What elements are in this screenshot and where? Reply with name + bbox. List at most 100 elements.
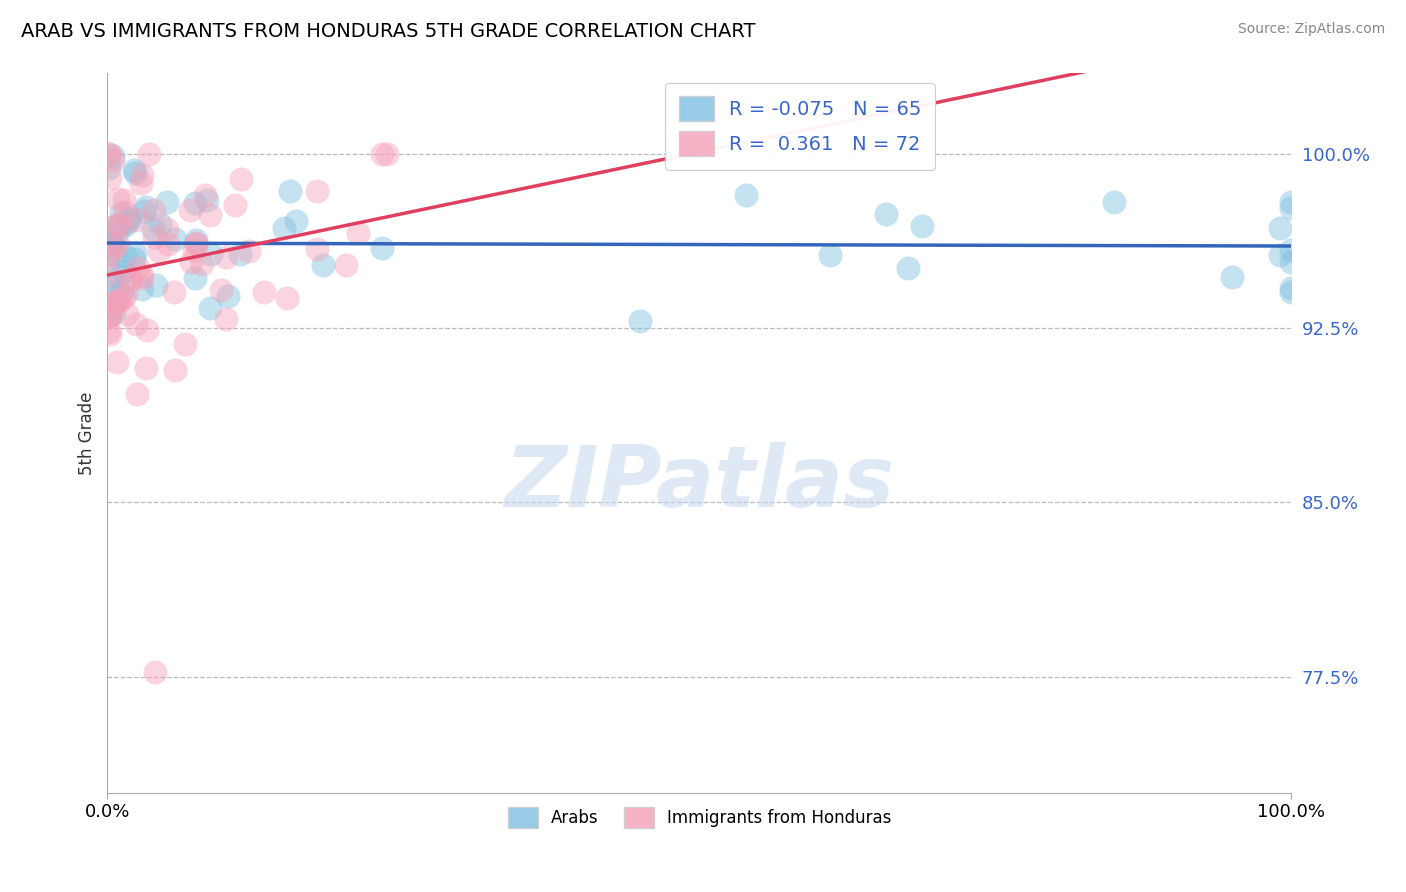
Point xyxy=(98,147,121,161)
Point xyxy=(370,147,392,161)
Point xyxy=(1281,255,1303,269)
Point xyxy=(911,219,934,233)
Point xyxy=(101,236,124,251)
Point xyxy=(163,362,186,376)
Point xyxy=(103,298,125,312)
Point xyxy=(97,245,120,260)
Point xyxy=(131,268,153,283)
Point xyxy=(135,360,157,375)
Point xyxy=(124,165,146,179)
Point xyxy=(100,308,122,322)
Text: Source: ZipAtlas.com: Source: ZipAtlas.com xyxy=(1237,22,1385,37)
Point xyxy=(253,285,276,299)
Point xyxy=(156,236,179,251)
Point xyxy=(129,177,152,191)
Point xyxy=(1281,281,1303,295)
Point xyxy=(118,213,141,227)
Point xyxy=(131,282,153,296)
Point xyxy=(107,268,129,283)
Point xyxy=(98,227,121,241)
Point xyxy=(107,224,129,238)
Point xyxy=(127,213,149,227)
Point xyxy=(897,260,920,275)
Point xyxy=(107,293,129,308)
Point xyxy=(118,211,141,225)
Point xyxy=(142,230,165,244)
Point xyxy=(215,311,238,326)
Point xyxy=(105,219,128,233)
Point xyxy=(184,196,207,211)
Point xyxy=(132,204,155,219)
Point xyxy=(1281,194,1303,209)
Point xyxy=(143,665,166,679)
Point xyxy=(108,293,131,308)
Point xyxy=(131,270,153,285)
Y-axis label: 5th Grade: 5th Grade xyxy=(79,391,96,475)
Point xyxy=(97,147,120,161)
Point xyxy=(184,271,207,285)
Point xyxy=(120,271,142,285)
Point xyxy=(124,163,146,178)
Point xyxy=(229,171,252,186)
Point xyxy=(104,296,127,310)
Point xyxy=(217,289,239,303)
Point xyxy=(184,236,207,251)
Point xyxy=(183,243,205,257)
Point xyxy=(148,244,170,258)
Point xyxy=(273,220,295,235)
Point xyxy=(107,285,129,300)
Point xyxy=(98,161,121,175)
Point xyxy=(143,203,166,218)
Point xyxy=(200,301,222,315)
Point xyxy=(115,307,138,321)
Point xyxy=(131,168,153,182)
Text: ZIPatlas: ZIPatlas xyxy=(505,442,894,524)
Point xyxy=(198,208,221,222)
Point xyxy=(214,251,236,265)
Point xyxy=(112,264,135,278)
Point xyxy=(156,194,179,209)
Point xyxy=(103,275,125,289)
Point xyxy=(1268,221,1291,235)
Point xyxy=(1281,243,1303,257)
Point xyxy=(818,248,841,262)
Point xyxy=(186,233,208,247)
Point xyxy=(375,147,398,161)
Point xyxy=(101,153,124,168)
Point xyxy=(136,322,159,336)
Point xyxy=(184,237,207,252)
Point xyxy=(371,241,394,255)
Point xyxy=(1281,202,1303,216)
Point xyxy=(734,188,756,202)
Point xyxy=(195,193,218,207)
Point xyxy=(125,386,148,401)
Point xyxy=(138,147,160,161)
Point xyxy=(97,304,120,318)
Point xyxy=(191,257,214,271)
Point xyxy=(127,261,149,276)
Point xyxy=(155,222,177,236)
Point xyxy=(125,317,148,331)
Point xyxy=(103,250,125,264)
Point xyxy=(173,336,195,351)
Point xyxy=(115,287,138,301)
Point xyxy=(1268,248,1291,262)
Point xyxy=(163,232,186,246)
Point xyxy=(101,235,124,250)
Point xyxy=(107,218,129,232)
Point xyxy=(209,283,232,297)
Point xyxy=(194,188,217,202)
Point xyxy=(628,314,651,328)
Point xyxy=(180,254,202,268)
Point xyxy=(120,273,142,287)
Point xyxy=(101,236,124,251)
Point xyxy=(135,200,157,214)
Point xyxy=(307,242,329,256)
Point xyxy=(179,202,201,217)
Point xyxy=(163,285,186,300)
Point xyxy=(278,184,301,198)
Point xyxy=(347,227,370,241)
Point xyxy=(145,277,167,292)
Point xyxy=(285,213,308,227)
Point xyxy=(110,285,132,300)
